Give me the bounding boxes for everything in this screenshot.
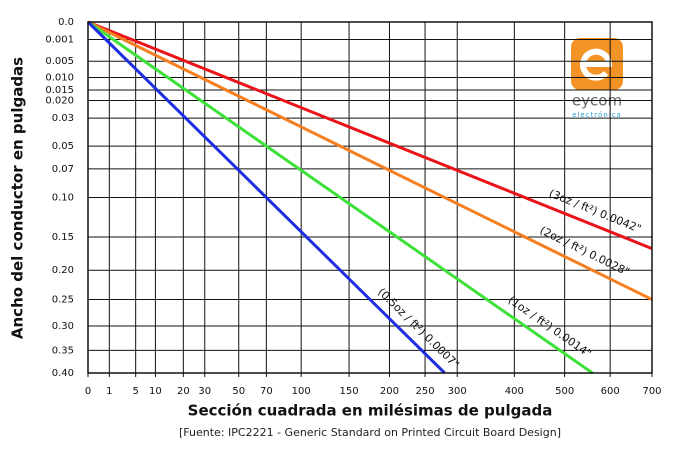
- x-tick-label: 30: [198, 386, 211, 397]
- x-tick-label: 500: [555, 386, 574, 397]
- x-axis-title: Sección cuadrada en milésimas de pulgada: [188, 402, 553, 420]
- y-tick-label: 0.03: [52, 113, 74, 124]
- y-tick-label: 0.05: [52, 141, 74, 152]
- x-tick-label: 20: [177, 386, 190, 397]
- logo-tagline: electrónica: [572, 111, 622, 119]
- x-tick-label: 250: [416, 386, 435, 397]
- y-tick-label: 0.015: [45, 85, 74, 96]
- y-tick-label: 0.20: [52, 265, 74, 276]
- x-tick-label: 50: [232, 386, 245, 397]
- source-note: [Fuente: IPC2221 - Generic Standard on P…: [179, 426, 561, 439]
- y-tick-label: 0.25: [52, 294, 74, 305]
- y-axis-title: Ancho del conductor en pulgadas: [9, 57, 27, 339]
- y-tick-label: 0.010: [45, 72, 74, 83]
- plot-frame: [87, 21, 653, 374]
- y-tick-label: 0.15: [52, 232, 74, 243]
- y-tick-label: 0.07: [52, 164, 74, 175]
- y-tick-label: 0.020: [45, 95, 74, 106]
- x-tick-label: 300: [448, 386, 467, 397]
- x-tick-label: 100: [292, 386, 311, 397]
- x-tick-label: 700: [642, 386, 661, 397]
- y-tick-label: 0.35: [52, 345, 74, 356]
- logo: eycom electrónica: [571, 38, 623, 119]
- x-tick-label: 1: [106, 386, 112, 397]
- series-label: (0.5oz / ft²) 0.0007": [375, 286, 462, 372]
- x-tick-label: 150: [340, 386, 359, 397]
- y-tick-label: 0.40: [52, 368, 74, 379]
- x-tick-label: 400: [505, 386, 524, 397]
- x-tick-label: 600: [601, 386, 620, 397]
- y-tick-label: 0.005: [45, 56, 74, 67]
- x-tick-label: 5: [132, 386, 138, 397]
- y-tick-label: 0.001: [45, 35, 74, 46]
- y-tick-label: 0.30: [52, 321, 74, 332]
- y-tick-label: 0.10: [52, 193, 74, 204]
- series-line: [86, 20, 446, 375]
- series-line: [87, 20, 653, 301]
- y-tick-label: 0.0: [58, 17, 74, 28]
- x-tick-label: 70: [260, 386, 273, 397]
- x-tick-label: 0: [85, 386, 91, 397]
- series-line: [87, 20, 594, 375]
- series-line: [87, 20, 653, 250]
- x-tick-label: 200: [380, 386, 399, 397]
- x-tick-label: 10: [149, 386, 162, 397]
